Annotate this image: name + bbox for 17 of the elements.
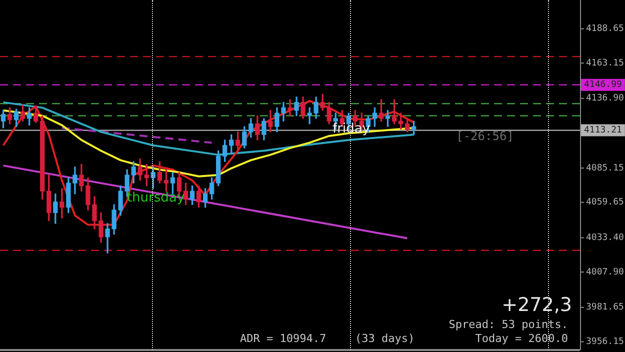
- y-tick-label: 4163.15: [586, 58, 624, 68]
- ref-line-label: 4146.99: [584, 80, 622, 90]
- y-tick-label: 4007.90: [586, 267, 624, 278]
- y-tick-label: 4059.65: [586, 198, 624, 208]
- annotation: [-26:56]: [456, 129, 514, 144]
- y-tick-label: 3981.65: [586, 302, 624, 313]
- ref-line-label: 4113.21: [584, 126, 622, 136]
- annotation: Today = 2600.0: [475, 332, 568, 345]
- y-tick-label: 4136.90: [586, 94, 624, 104]
- annotation: +272,3: [502, 294, 572, 316]
- y-tick-label: 4085.15: [586, 163, 624, 174]
- y-tick-label: 4188.65: [586, 24, 624, 34]
- y-tick-label: 3956.15: [586, 337, 624, 348]
- annotation: (33 days): [355, 332, 415, 345]
- annotation: Spread: 53 points.: [448, 318, 568, 331]
- annotation: ADR = 10994.7: [240, 332, 326, 345]
- y-tick-label: 4033.40: [586, 233, 624, 244]
